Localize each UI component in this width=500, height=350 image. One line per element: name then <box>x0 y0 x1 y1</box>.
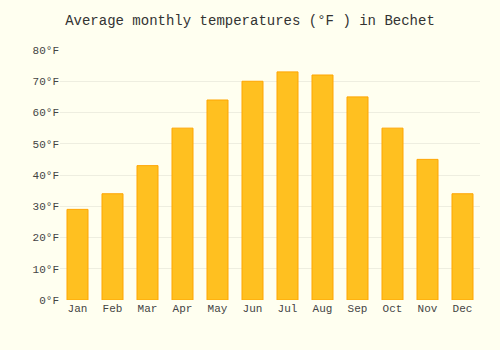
svg-text:Mar: Mar <box>138 303 158 315</box>
svg-text:0°F: 0°F <box>39 295 59 307</box>
svg-text:60°F: 60°F <box>33 107 59 119</box>
svg-text:Jan: Jan <box>68 303 88 315</box>
svg-text:Nov: Nov <box>418 303 438 315</box>
svg-text:Apr: Apr <box>173 303 193 315</box>
svg-text:70°F: 70°F <box>33 76 59 88</box>
svg-text:Oct: Oct <box>383 303 403 315</box>
svg-text:20°F: 20°F <box>33 232 59 244</box>
svg-text:Sep: Sep <box>348 303 368 315</box>
svg-text:Jul: Jul <box>278 303 298 315</box>
svg-text:May: May <box>208 303 228 315</box>
svg-text:80°F: 80°F <box>33 45 59 57</box>
svg-text:Average monthly temperatures (: Average monthly temperatures (°F ) in Be… <box>65 13 435 29</box>
svg-text:50°F: 50°F <box>33 139 59 151</box>
svg-text:Jun: Jun <box>243 303 263 315</box>
svg-text:10°F: 10°F <box>33 264 59 276</box>
svg-text:40°F: 40°F <box>33 170 59 182</box>
svg-text:Aug: Aug <box>313 303 333 315</box>
svg-text:Feb: Feb <box>103 303 123 315</box>
svg-text:Dec: Dec <box>453 303 473 315</box>
svg-text:30°F: 30°F <box>33 201 59 213</box>
